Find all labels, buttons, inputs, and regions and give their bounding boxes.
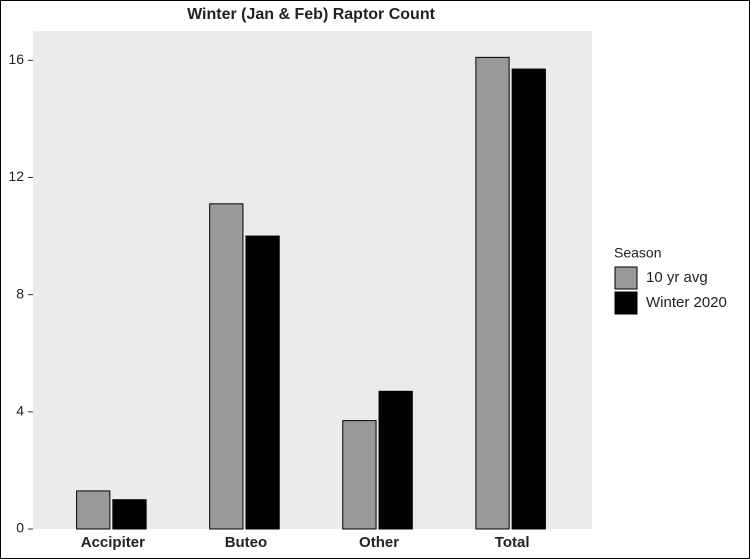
- chart-title: Winter (Jan & Feb) Raptor Count: [187, 6, 436, 23]
- x-tick-label: Total: [495, 534, 530, 551]
- x-tick-label: Other: [359, 534, 399, 551]
- bar: [112, 499, 147, 530]
- legend-swatch: [614, 266, 638, 290]
- bar: [342, 420, 377, 530]
- y-tick-label: 0: [16, 520, 24, 536]
- bar: [76, 490, 111, 530]
- legend-title: Season: [614, 245, 661, 261]
- y-tick-label: 8: [16, 285, 24, 301]
- x-tick-label: Accipiter: [81, 534, 145, 551]
- bar: [475, 56, 510, 530]
- bar: [511, 68, 546, 530]
- y-tick-label: 4: [16, 403, 24, 419]
- legend-label: Winter 2020: [646, 294, 727, 311]
- legend-swatch: [614, 291, 638, 315]
- legend-label: 10 yr avg: [646, 269, 708, 286]
- y-tick-label: 12: [8, 168, 24, 184]
- bar: [209, 203, 244, 530]
- bar: [378, 390, 413, 530]
- y-tick-label: 16: [8, 51, 24, 67]
- x-tick-label: Buteo: [225, 534, 268, 551]
- bar: [245, 235, 280, 530]
